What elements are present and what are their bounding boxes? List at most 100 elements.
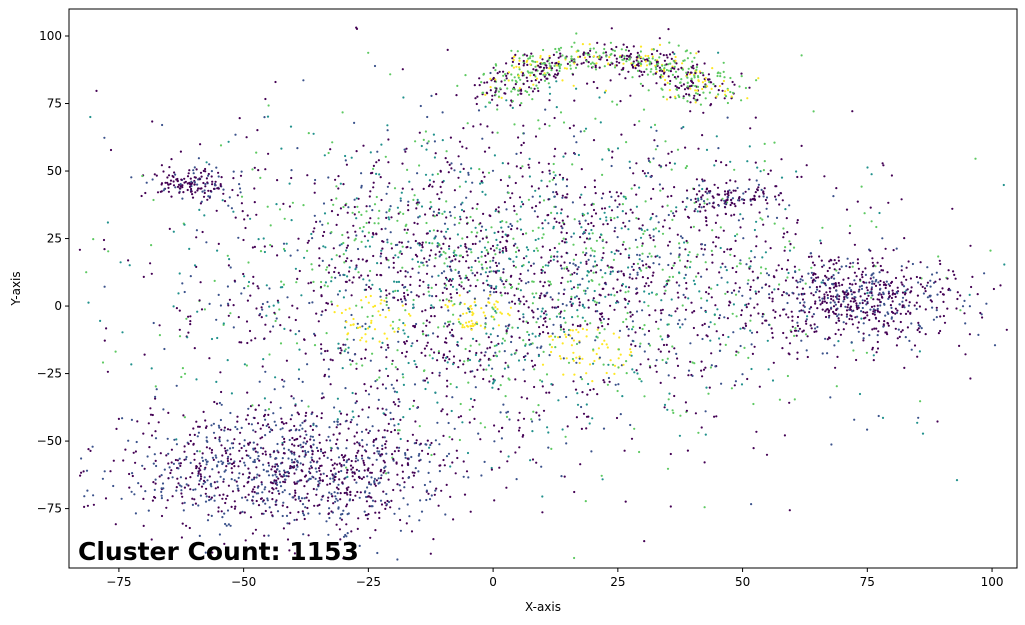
scatter-point — [474, 285, 477, 288]
scatter-point — [445, 483, 448, 486]
scatter-point — [528, 157, 531, 160]
scatter-point — [647, 54, 650, 58]
scatter-point — [591, 232, 594, 235]
scatter-point — [484, 93, 487, 96]
scatter-point — [218, 436, 221, 439]
scatter-point — [507, 455, 510, 458]
scatter-point — [640, 380, 643, 383]
scatter-point — [532, 83, 535, 86]
scatter-point — [353, 472, 356, 475]
scatter-point — [689, 101, 692, 104]
scatter-point — [441, 291, 444, 294]
scatter-point — [315, 415, 319, 418]
scatter-point — [480, 180, 483, 183]
scatter-point — [484, 105, 487, 108]
scatter-point — [231, 490, 235, 493]
scatter-point — [301, 421, 304, 424]
scatter-point — [256, 422, 260, 425]
scatter-point — [198, 450, 201, 453]
scatter-point — [744, 304, 747, 307]
scatter-point — [302, 441, 305, 444]
scatter-point — [796, 351, 799, 354]
scatter-point — [226, 509, 230, 512]
scatter-point — [727, 335, 730, 339]
scatter-point — [377, 398, 380, 401]
scatter-point — [469, 510, 472, 513]
scatter-point — [491, 386, 494, 389]
scatter-point — [226, 449, 229, 452]
scatter-point — [303, 485, 306, 488]
scatter-point — [288, 182, 291, 185]
scatter-point — [602, 246, 605, 249]
scatter-point — [297, 237, 300, 240]
scatter-point — [277, 489, 280, 493]
scatter-point — [543, 79, 547, 82]
scatter-point — [336, 213, 339, 216]
scatter-point — [676, 357, 679, 360]
scatter-point — [536, 87, 539, 90]
scatter-point — [293, 444, 296, 447]
scatter-point — [399, 269, 402, 273]
scatter-point — [448, 358, 451, 361]
scatter-point — [503, 79, 506, 82]
scatter-point — [592, 271, 595, 274]
scatter-point — [465, 260, 468, 263]
scatter-point — [819, 242, 823, 245]
scatter-point — [513, 123, 516, 126]
scatter-point — [280, 417, 283, 420]
scatter-point — [509, 104, 512, 107]
scatter-point — [523, 380, 526, 383]
scatter-point — [629, 348, 632, 351]
scatter-point — [575, 328, 578, 331]
scatter-point — [661, 88, 664, 91]
scatter-point — [625, 60, 628, 63]
scatter-point — [570, 304, 573, 307]
scatter-point — [577, 331, 580, 334]
scatter-point — [442, 434, 445, 437]
scatter-point — [693, 210, 696, 213]
scatter-point — [549, 259, 552, 262]
scatter-point — [265, 424, 268, 427]
scatter-point — [444, 276, 448, 279]
scatter-point — [667, 69, 671, 72]
scatter-point — [666, 323, 669, 326]
scatter-point — [582, 289, 586, 292]
scatter-point — [402, 376, 405, 379]
scatter-point — [685, 189, 689, 192]
scatter-point — [951, 207, 954, 210]
scatter-point — [330, 492, 333, 496]
scatter-point — [546, 71, 549, 74]
scatter-point — [665, 63, 668, 66]
scatter-point — [230, 478, 233, 481]
scatter-point — [518, 446, 521, 449]
scatter-point — [538, 334, 541, 337]
scatter-point — [501, 426, 504, 429]
scatter-point — [243, 218, 246, 221]
scatter-point — [193, 347, 196, 350]
scatter-point — [593, 62, 596, 65]
scatter-point — [336, 293, 340, 296]
scatter-point — [354, 401, 357, 405]
scatter-point — [208, 357, 211, 360]
scatter-point — [402, 329, 405, 332]
scatter-point — [521, 72, 525, 75]
scatter-point — [338, 255, 341, 258]
scatter-point — [563, 330, 566, 333]
scatter-point — [267, 408, 271, 411]
scatter-point — [395, 379, 399, 382]
scatter-point — [702, 74, 705, 77]
scatter-point — [598, 356, 602, 359]
scatter-point — [379, 176, 382, 179]
scatter-point — [745, 306, 748, 309]
scatter-point — [649, 70, 652, 73]
scatter-point — [462, 312, 465, 315]
scatter-point — [594, 68, 598, 71]
scatter-point — [639, 236, 643, 239]
scatter-point — [208, 495, 211, 498]
scatter-point — [425, 334, 428, 337]
scatter-point — [740, 99, 743, 102]
scatter-point — [455, 386, 458, 389]
scatter-point — [449, 320, 452, 323]
scatter-point — [143, 467, 146, 470]
scatter-point — [368, 457, 371, 460]
